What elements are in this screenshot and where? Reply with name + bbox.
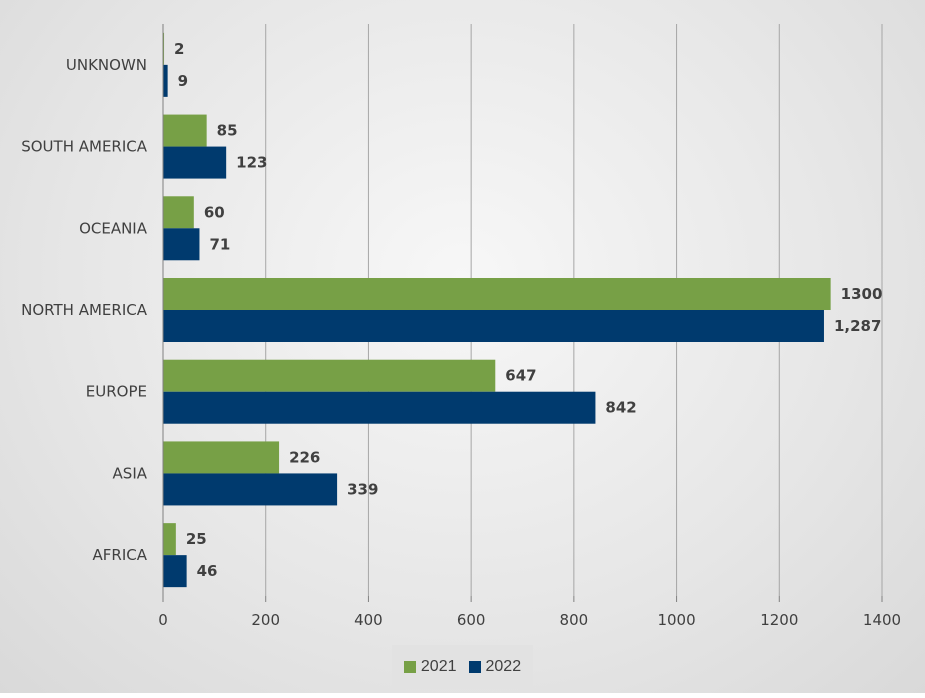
bar-2021	[163, 441, 280, 474]
x-tick-label: 1400	[863, 611, 901, 629]
data-label-2021: 25	[186, 530, 207, 548]
data-label-2021: 85	[217, 122, 238, 140]
category-label: AFRICA	[93, 546, 148, 564]
legend: 2021 2022	[392, 645, 533, 689]
bar-2021	[163, 523, 176, 556]
data-label-2022: 842	[605, 399, 636, 417]
x-tick-label: 1200	[760, 611, 798, 629]
x-tick-label: 600	[457, 611, 486, 629]
bar-2022	[163, 146, 227, 179]
bar-2021	[163, 278, 831, 310]
legend-swatch-2022	[468, 661, 481, 673]
data-label-2022: 123	[236, 154, 267, 172]
legend-label: 2022	[485, 658, 522, 675]
bar-2022	[163, 64, 168, 97]
data-label-2021: 1300	[841, 285, 883, 303]
category-label: OCEANIA	[79, 219, 148, 237]
bar-2022	[163, 391, 596, 424]
data-label-2021: 2	[174, 40, 184, 58]
data-label-2022: 339	[347, 480, 378, 498]
x-tick-label: 200	[251, 611, 280, 629]
category-label: NORTH AMERICA	[21, 301, 148, 319]
bar-2022	[163, 555, 187, 588]
data-label-2021: 60	[204, 203, 225, 221]
category-label: UNKNOWN	[66, 56, 147, 74]
data-label-2022: 71	[209, 235, 230, 253]
bar-2021	[163, 196, 194, 229]
data-label-2022: 46	[197, 562, 218, 580]
bar-2021	[163, 32, 165, 65]
bar-2021	[163, 359, 496, 392]
data-label-2022: 1,287	[834, 317, 881, 335]
x-tick-label: 0	[158, 611, 168, 629]
bar-2022	[163, 228, 200, 261]
category-label: SOUTH AMERICA	[21, 138, 148, 156]
legend-label: 2021	[420, 658, 457, 675]
data-label-2021: 647	[505, 367, 536, 385]
x-tick-label: 1000	[657, 611, 695, 629]
x-tick-label: 400	[354, 611, 383, 629]
legend-item-2021: 2021	[403, 658, 457, 676]
legend-swatch-2021	[403, 661, 416, 673]
category-label: EUROPE	[86, 383, 147, 401]
category-label: ASIA	[113, 464, 148, 482]
bar-2022	[163, 310, 824, 342]
data-label-2021: 226	[289, 448, 320, 466]
x-tick-label: 800	[560, 611, 589, 629]
legend-item-2022: 2022	[468, 658, 522, 676]
bar-2021	[163, 114, 207, 147]
bar-2022	[163, 473, 338, 506]
data-label-2022: 9	[178, 72, 188, 90]
